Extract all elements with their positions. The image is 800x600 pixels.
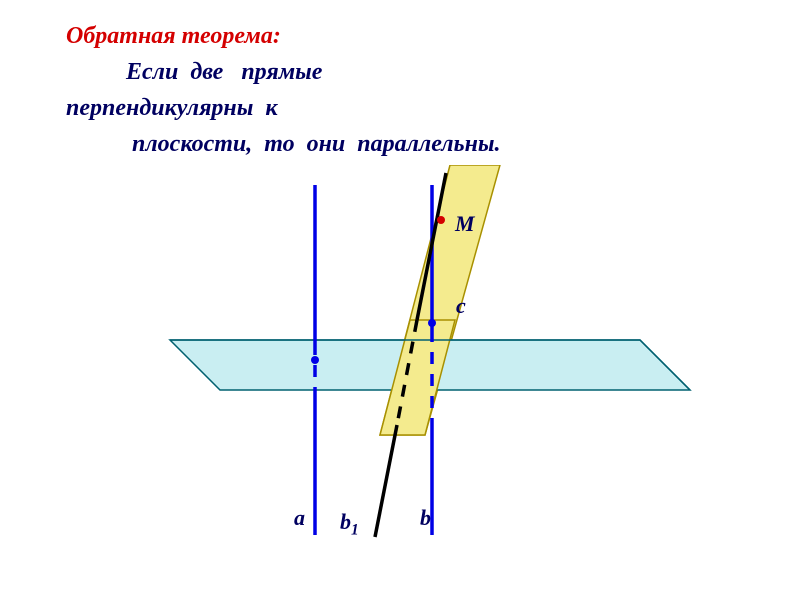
label-b1-base: b: [340, 509, 351, 534]
label-a: a: [294, 505, 305, 531]
point-c: [428, 319, 436, 327]
theorem-line-2: перпендикулярны к: [66, 90, 501, 126]
theorem-heading: Обратная теорема: Если две прямые перпен…: [66, 18, 501, 162]
label-b: b: [420, 505, 431, 531]
theorem-line-1: Если две прямые: [66, 54, 501, 90]
point-on-line-a: [311, 356, 319, 364]
label-b1-sub: 1: [351, 521, 359, 538]
point-m: [437, 216, 445, 224]
label-c: c: [456, 293, 466, 319]
label-b1: b1: [340, 509, 359, 539]
line-b1-bottom: [375, 425, 397, 537]
geometry-diagram: M c a b1 b: [100, 165, 720, 585]
label-m: M: [455, 211, 475, 237]
theorem-line-3: плоскости, то они параллельны.: [66, 126, 501, 162]
diagram-svg: [100, 165, 720, 585]
theorem-title: Обратная теорема:: [66, 18, 501, 54]
